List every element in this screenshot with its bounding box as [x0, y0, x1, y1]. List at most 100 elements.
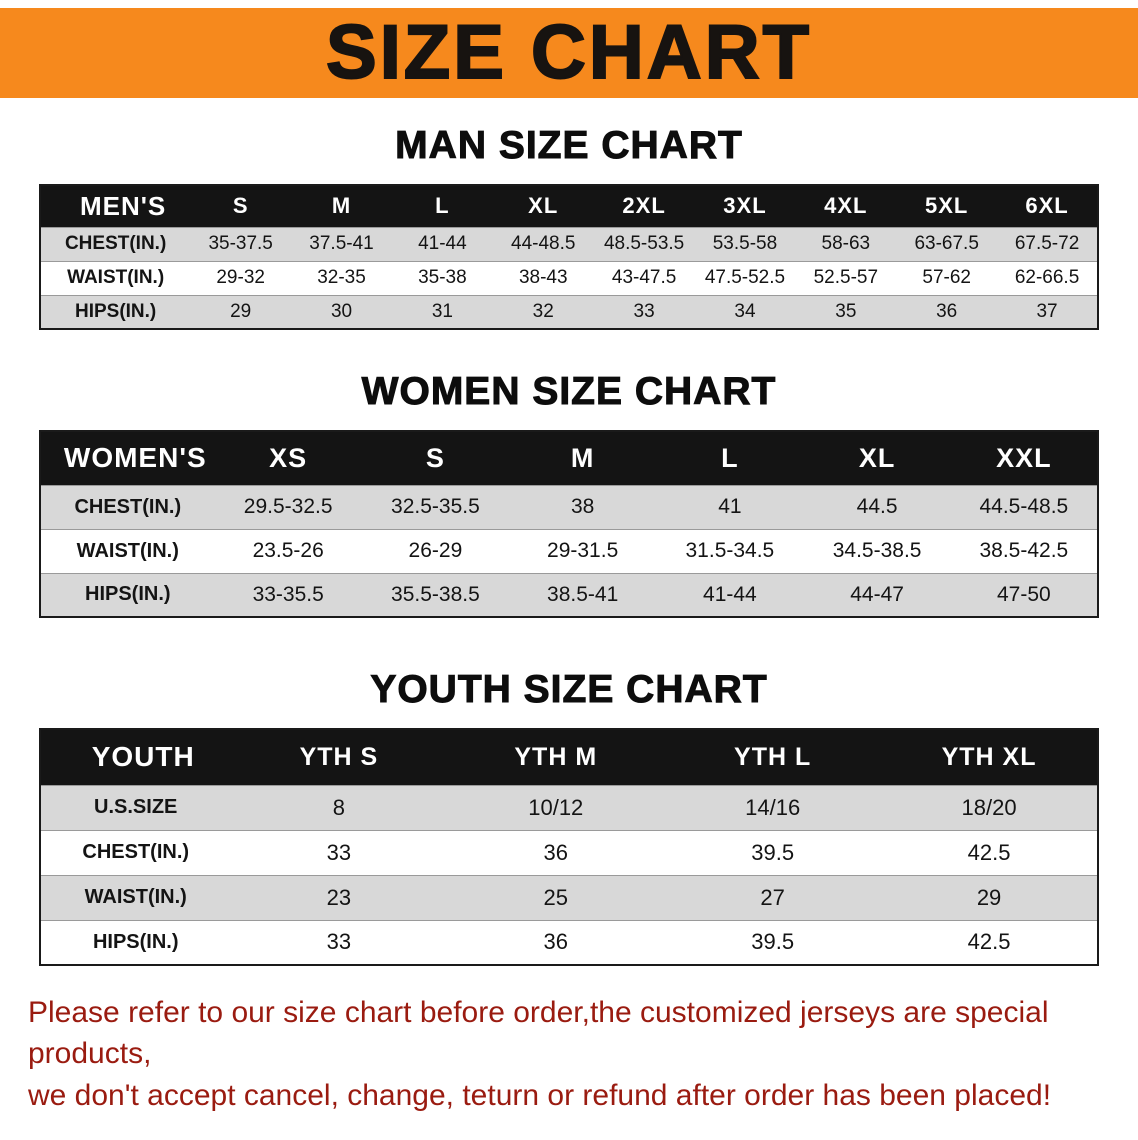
size-value: 48.5-53.5 — [593, 226, 695, 261]
measurement-label: CHEST(IN.) — [40, 829, 231, 875]
size-column-header: XXL — [950, 431, 1098, 485]
size-column-header: M — [291, 185, 392, 227]
measurement-label: CHEST(IN.) — [40, 484, 215, 529]
table-row: CHEST(IN.) 35-37.5 37.5-41 41-44 44-48.5 48.5… — [40, 226, 1098, 261]
measurement-label: HIPS(IN.) — [40, 572, 215, 617]
size-column-header: 5XL — [896, 185, 998, 227]
table-row: CHEST(IN.) 33 36 39.5 42.5 — [40, 829, 1098, 875]
size-column-header: S — [190, 185, 292, 227]
size-column-header: M — [509, 431, 657, 485]
size-value: 38-43 — [492, 260, 594, 295]
youth-size-table: YOUTH YTH S YTH M YTH L YTH XL U.S.SIZE 8 10/12… — [39, 728, 1099, 966]
men-size-table: MEN'S S M L XL 2XL 3XL 4XL 5XL 6XL CHEST(IN.) 35-37… — [39, 184, 1099, 330]
size-column-header: 3XL — [694, 185, 796, 227]
size-value: 38.5-42.5 — [950, 528, 1098, 573]
size-value: 35.5-38.5 — [361, 572, 510, 617]
size-value: 35-37.5 — [190, 226, 292, 261]
table-header-row: WOMEN'S XS S M L XL XXL — [40, 431, 1098, 485]
size-value: 42.5 — [881, 829, 1098, 875]
table-corner-label: WOMEN'S — [40, 431, 215, 485]
women-size-table: WOMEN'S XS S M L XL XXL CHEST(IN.) 29.5-32.5 32.5… — [39, 430, 1099, 618]
size-value: 34.5-38.5 — [803, 528, 951, 573]
size-value: 32-35 — [291, 260, 392, 295]
men-size-table: MEN'S S M L XL 2XL 3XL 4XL 5XL 6XL CHEST(IN.) 35-37… — [39, 184, 1099, 330]
size-column-header: 2XL — [593, 185, 695, 227]
size-value: 39.5 — [664, 919, 882, 965]
size-value: 33 — [230, 829, 448, 875]
men-section: MAN SIZE CHART MEN'S S M L XL 2XL 3XL 4XL 5XL 6XL… — [0, 124, 1138, 330]
size-value: 39.5 — [664, 829, 882, 875]
size-column-header: L — [656, 431, 804, 485]
size-value: 23.5-26 — [214, 528, 362, 573]
table-header-row: MEN'S S M L XL 2XL 3XL 4XL 5XL 6XL — [40, 185, 1098, 227]
measurement-label: HIPS(IN.) — [40, 919, 231, 965]
women-section: WOMEN SIZE CHART WOMEN'S XS S M L XL XXL CHEST(… — [0, 370, 1138, 618]
size-column-header: YTH S — [230, 729, 448, 785]
table-row: HIPS(IN.) 33-35.5 35.5-38.5 38.5-41 41-44 44-… — [40, 572, 1098, 617]
youth-section: YOUTH SIZE CHART YOUTH YTH S YTH M YTH L YTH… — [0, 668, 1138, 966]
size-value: 44.5-48.5 — [950, 484, 1098, 529]
size-value: 27 — [664, 874, 882, 920]
size-chart-page: SIZE CHART MAN SIZE CHART MEN'S S M L XL 2XL 3… — [0, 8, 1138, 1116]
measurement-label: CHEST(IN.) — [40, 226, 191, 261]
size-column-header: XL — [492, 185, 594, 227]
size-value: 31.5-34.5 — [656, 528, 804, 573]
size-column-header: 4XL — [795, 185, 897, 227]
notice-line-2: we don't accept cancel, change, teturn o… — [28, 1078, 1052, 1112]
size-value: 29-32 — [190, 260, 292, 295]
size-column-header: YTH L — [664, 729, 882, 785]
size-value: 23 — [230, 874, 448, 920]
size-value: 30 — [291, 294, 392, 329]
size-value: 42.5 — [881, 919, 1098, 965]
table-row: WAIST(IN.) 23 25 27 29 — [40, 874, 1098, 920]
table-corner-label: YOUTH — [40, 729, 231, 785]
size-value: 43-47.5 — [593, 260, 695, 295]
measurement-label: HIPS(IN.) — [40, 294, 191, 329]
measurement-label: WAIST(IN.) — [40, 874, 231, 920]
youth-section-title: YOUTH SIZE CHART — [370, 668, 768, 712]
footer-notice: Please refer to our size chart before or… — [28, 992, 1138, 1116]
size-value: 14/16 — [664, 784, 882, 830]
size-value: 41 — [656, 484, 804, 529]
size-value: 36 — [447, 919, 665, 965]
size-value: 58-63 — [795, 226, 897, 261]
size-value: 38 — [509, 484, 657, 529]
size-value: 44-48.5 — [492, 226, 594, 261]
size-value: 57-62 — [896, 260, 998, 295]
size-value: 47-50 — [950, 572, 1098, 617]
women-size-table: WOMEN'S XS S M L XL XXL CHEST(IN.) 29.5-32.5 32.5… — [39, 430, 1099, 618]
size-column-header: YTH XL — [881, 729, 1098, 785]
size-column-header: L — [391, 185, 493, 227]
size-value: 34 — [694, 294, 796, 329]
size-value: 25 — [447, 874, 665, 920]
women-section-title: WOMEN SIZE CHART — [361, 370, 777, 414]
size-value: 32.5-35.5 — [361, 484, 510, 529]
table-row: WAIST(IN.) 29-32 32-35 35-38 38-43 43-47.5 47.… — [40, 260, 1098, 295]
measurement-label: WAIST(IN.) — [40, 260, 191, 295]
size-column-header: XL — [803, 431, 951, 485]
size-value: 41-44 — [391, 226, 493, 261]
banner-title: SIZE CHART — [325, 10, 812, 95]
measurement-label: WAIST(IN.) — [40, 528, 215, 573]
size-value: 53.5-58 — [694, 226, 796, 261]
size-column-header: XS — [214, 431, 362, 485]
size-value: 10/12 — [447, 784, 665, 830]
size-value: 8 — [230, 784, 448, 830]
men-section-title: MAN SIZE CHART — [395, 124, 743, 168]
size-value: 36 — [447, 829, 665, 875]
size-value: 63-67.5 — [896, 226, 998, 261]
size-value: 38.5-41 — [509, 572, 657, 617]
size-value: 62-66.5 — [997, 260, 1098, 295]
size-value: 37.5-41 — [291, 226, 392, 261]
size-column-header: S — [361, 431, 510, 485]
size-value: 26-29 — [361, 528, 510, 573]
table-row: WAIST(IN.) 23.5-26 26-29 29-31.5 31.5-34.5 34… — [40, 528, 1098, 573]
size-value: 29-31.5 — [509, 528, 657, 573]
size-value: 35-38 — [391, 260, 493, 295]
table-row: HIPS(IN.) 33 36 39.5 42.5 — [40, 919, 1098, 965]
size-value: 67.5-72 — [997, 226, 1098, 261]
table-corner-label: MEN'S — [40, 185, 191, 227]
banner: SIZE CHART — [0, 8, 1138, 98]
size-value: 35 — [795, 294, 897, 329]
size-value: 31 — [391, 294, 493, 329]
